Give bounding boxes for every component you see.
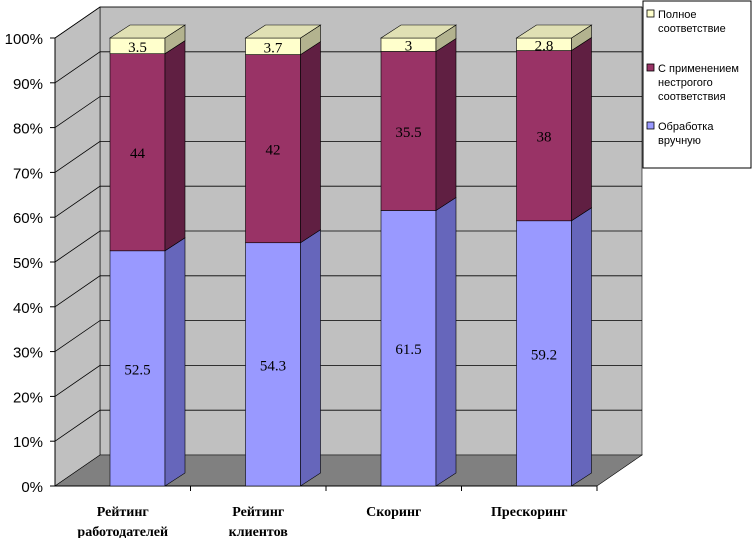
bar-top <box>244 24 322 39</box>
gridline <box>54 230 642 263</box>
data-label: 52.5 <box>124 362 150 378</box>
y-tick-label: 0% <box>21 479 43 496</box>
y-tick-labels: 0% 10% 20% 30% 40% 50% 60% 70% 80% 90% 100% <box>5 31 43 496</box>
legend-label: Полное <box>658 9 697 21</box>
y-tick-label: 50% <box>13 255 43 272</box>
category-label: Скоринг <box>366 505 421 520</box>
legend-label: Обработка <box>658 121 714 133</box>
y-tick-label: 90% <box>13 76 43 93</box>
category-label: Прескоринг <box>491 505 567 520</box>
legend-label: соответствия <box>658 91 726 103</box>
y-tick-label: 10% <box>13 434 43 451</box>
value-labels: 52.5 44 3.5 54.3 42 3.7 61.5 35.5 3 59.2 38 2.8 <box>124 38 557 378</box>
bar-side <box>571 207 592 487</box>
data-label: 38 <box>537 130 552 146</box>
bar-top <box>108 24 187 39</box>
category-labels: Рейтинг работодателей Рейтинг клиентов Скори… <box>77 505 567 538</box>
gridline <box>54 140 642 173</box>
legend-label: вручную <box>658 135 701 147</box>
category-label: работодателей <box>77 525 168 538</box>
bar-side <box>164 40 186 252</box>
legend-swatch <box>646 63 655 72</box>
y-tick-label: 100% <box>5 31 43 48</box>
bar-segment <box>109 53 166 252</box>
bar-side <box>435 196 457 487</box>
data-label: 61.5 <box>395 342 421 358</box>
bar-segment <box>516 50 572 222</box>
category-label: клиентов <box>229 525 289 538</box>
legend-swatch <box>646 9 655 18</box>
bar-side <box>300 229 321 487</box>
data-label: 3.7 <box>264 40 283 56</box>
gridlines <box>54 6 642 442</box>
bar-top <box>515 24 593 39</box>
legend-label: соответствие <box>658 23 726 35</box>
data-label: 35.5 <box>395 125 421 141</box>
gridline <box>54 320 642 352</box>
y-tick-label: 70% <box>13 165 43 182</box>
bar-segment <box>380 210 437 487</box>
category-label: Рейтинг <box>97 505 149 520</box>
data-label: 44 <box>130 146 146 162</box>
data-label: 59.2 <box>531 347 557 363</box>
legend-label: С применением <box>658 63 739 75</box>
gridline <box>54 409 642 442</box>
legend-box <box>642 0 752 169</box>
y-tick-label: 60% <box>13 210 43 227</box>
data-label: 2.8 <box>535 38 554 54</box>
data-label: 54.3 <box>260 358 286 374</box>
bar-side <box>435 37 457 212</box>
gridline <box>54 96 642 128</box>
bar-side <box>571 36 592 222</box>
bar-side <box>300 41 321 244</box>
gridline <box>54 364 642 397</box>
y-tick-label: 20% <box>13 389 43 406</box>
bar-segment <box>245 54 301 244</box>
data-label: 3 <box>405 39 413 55</box>
bar-side <box>164 237 186 487</box>
bar-top <box>379 24 458 39</box>
category-label: Рейтинг <box>232 505 284 520</box>
gridline <box>54 51 642 84</box>
bar-segment <box>380 51 437 211</box>
y-tick-label: 30% <box>13 345 43 362</box>
gridline <box>54 6 642 39</box>
bar-segment <box>516 220 572 487</box>
legend-swatch <box>646 121 655 130</box>
data-label: 42 <box>266 143 281 159</box>
legend: Полное соответствие С применением нестрогог… <box>642 0 752 169</box>
gridline <box>54 275 642 308</box>
data-label: 3.5 <box>128 40 147 56</box>
legend-label: нестрогого <box>658 77 713 89</box>
gridline <box>54 185 642 218</box>
bars <box>108 24 593 487</box>
y-tick-label: 80% <box>13 121 43 138</box>
y-tick-label: 40% <box>13 300 43 317</box>
